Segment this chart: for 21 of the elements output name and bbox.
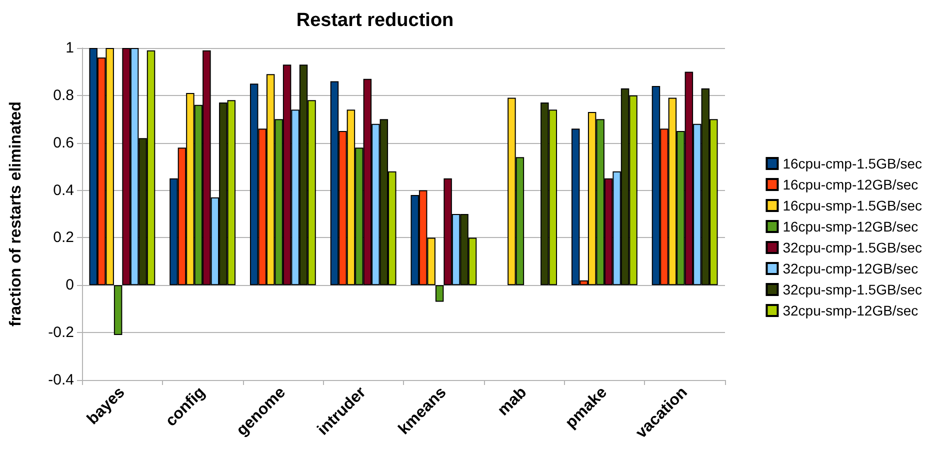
y-tick-label: 0.8 — [53, 86, 74, 104]
y-tick-label: -0.2 — [48, 324, 74, 342]
y-tick-label: 0.4 — [53, 182, 74, 199]
y-axis-title: fraction of restarts eliminated — [8, 102, 24, 326]
bar — [435, 285, 444, 302]
legend-label: 32cpu-smp-1.5GB/sec — [782, 282, 922, 298]
y-tick-label: 0.6 — [53, 134, 74, 152]
legend-label: 32cpu-smp-12GB/sec — [782, 302, 918, 318]
bar — [114, 285, 122, 335]
legend-label: 16cpu-cmp-1.5GB/sec — [782, 156, 922, 172]
legend-label: 32cpu-cmp-12GB/sec — [782, 260, 918, 276]
legend-label: 32cpu-cmp-1.5GB/sec — [782, 240, 922, 256]
x-tick-label: mab — [494, 384, 530, 420]
y-tick-label: 1 — [66, 40, 74, 56]
legend-label: 16cpu-smp-12GB/sec — [782, 218, 918, 234]
chart-title: Restart reduction — [296, 10, 454, 31]
legend-label: 16cpu-cmp-12GB/sec — [782, 176, 918, 192]
y-tick-label: 0.2 — [53, 229, 74, 246]
y-tick-label: -0.4 — [48, 372, 74, 388]
legend-label: 16cpu-smp-1.5GB/sec — [782, 198, 922, 214]
y-tick-label: 0 — [66, 276, 74, 294]
